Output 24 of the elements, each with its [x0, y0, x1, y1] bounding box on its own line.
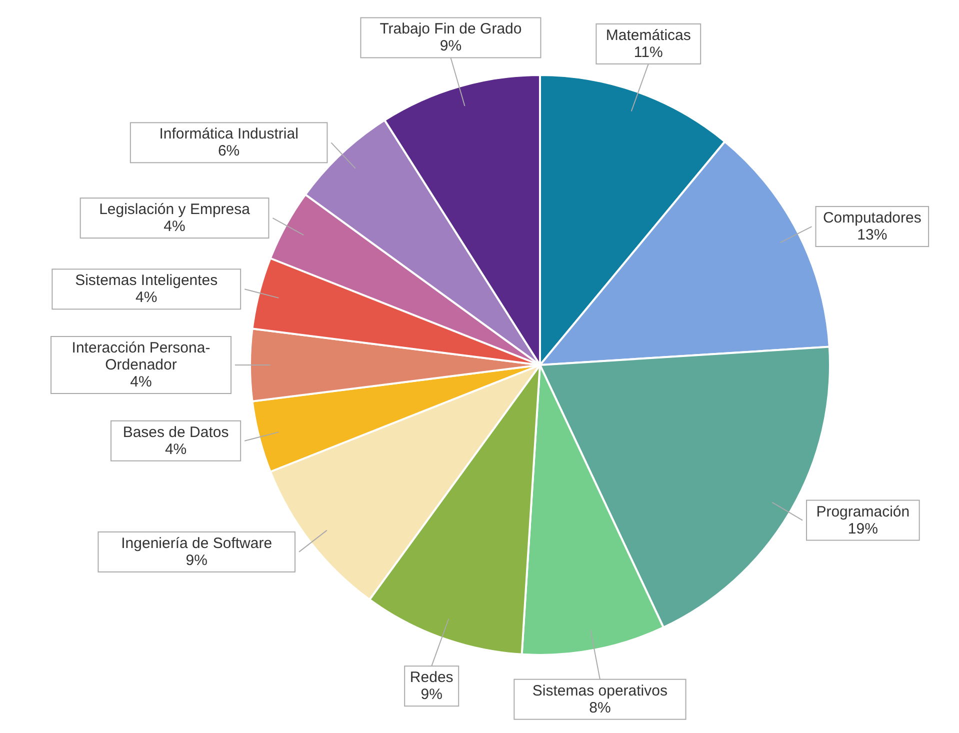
data-label: 4%: [136, 289, 158, 306]
slice-label: Sistemas Inteligentes: [75, 272, 218, 290]
data-label: 9%: [420, 686, 442, 704]
data-label: 9%: [440, 38, 462, 55]
data-label: 19%: [848, 520, 878, 538]
data-label: 11%: [634, 44, 663, 61]
data-label: 4%: [130, 374, 152, 390]
data-label: 4%: [164, 440, 187, 458]
slice-label: Informática Industrial: [159, 126, 298, 143]
slice-label: Bases de Datos: [122, 424, 229, 441]
slice-label: Trabajo Fin de Grado: [380, 20, 522, 38]
slice-label: Interacción Persona-Ordenador: [72, 340, 210, 374]
data-label: 8%: [589, 699, 611, 716]
data-label: 4%: [164, 218, 186, 236]
slice-label: Legislación y Empresa: [99, 201, 251, 218]
slice-label: Matemáticas: [606, 26, 691, 44]
data-label: 6%: [218, 142, 240, 160]
slice-label: Sistemas operativos: [532, 682, 668, 700]
slice-label: Programación: [816, 503, 910, 520]
slice-label: Computadores: [822, 210, 922, 227]
data-label: 13%: [857, 226, 888, 244]
slice-label: Redes: [410, 669, 454, 686]
data-label: 9%: [186, 552, 208, 569]
slice-label: Ingeniería de Software: [121, 534, 272, 552]
